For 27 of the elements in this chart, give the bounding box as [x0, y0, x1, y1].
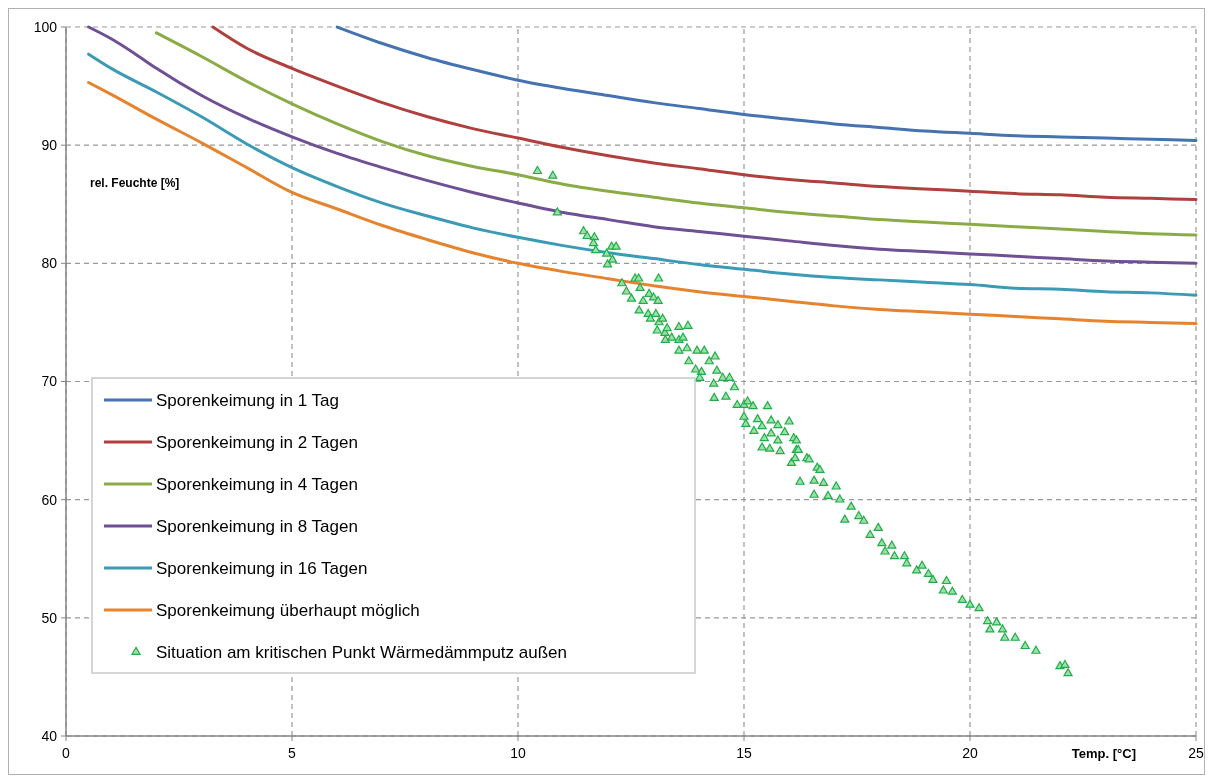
- x-tick-label: 20: [962, 745, 978, 761]
- legend-label: Sporenkeimung in 8 Tagen: [156, 516, 358, 536]
- legend-label: Sporenkeimung überhaupt möglich: [156, 600, 420, 620]
- legend-label: Situation am kritischen Punkt Wärmedämmputz außen: [156, 642, 568, 662]
- line-series: [87, 25, 1198, 265]
- line-series: [335, 25, 1198, 142]
- line-series: [211, 25, 1198, 202]
- y-tick-label: 50: [41, 609, 58, 626]
- x-tick-label: 15: [736, 745, 752, 761]
- line-series: [87, 81, 1198, 326]
- legend-label: Sporenkeimung in 4 Tagen: [156, 474, 358, 494]
- y-tick-label: 90: [41, 137, 58, 154]
- legend-label: Sporenkeimung in 16 Tagen: [156, 558, 368, 578]
- x-axis-title: Temp. [°C]: [1071, 746, 1136, 761]
- y-tick-label: 60: [41, 491, 58, 508]
- x-tick-label: 5: [288, 745, 297, 761]
- x-tick-label: 0: [62, 745, 71, 761]
- legend-label: Sporenkeimung in 2 Tagen: [156, 432, 358, 452]
- line-series: [87, 52, 1198, 297]
- y-tick-label: 100: [33, 18, 58, 35]
- x-tick-label: 10: [510, 745, 526, 761]
- y-tick-label: 40: [41, 727, 58, 744]
- legend-label: Sporenkeimung in 1 Tag: [156, 390, 340, 410]
- y-tick-label: 80: [41, 255, 58, 272]
- x-tick-label: 25: [1188, 745, 1204, 761]
- y-tick-label: 70: [41, 373, 58, 390]
- y-axis-title: rel. Feuchte [%]: [90, 175, 180, 190]
